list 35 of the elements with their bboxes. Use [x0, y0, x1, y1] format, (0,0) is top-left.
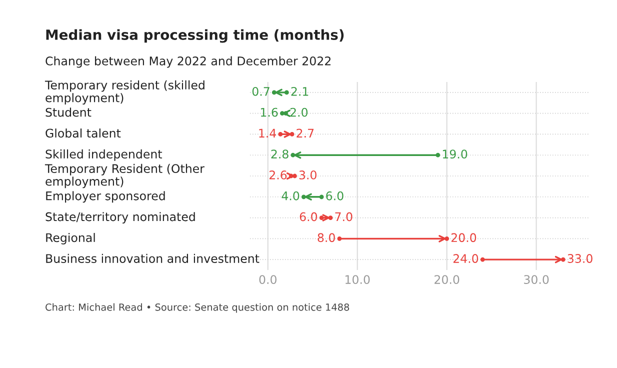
y-tick-label: Temporary resident (skilled employment) [44, 80, 204, 105]
y-tick-label: State/territory nominated [46, 212, 195, 224]
y-tick-label: Employer sponsored [46, 191, 165, 203]
point [280, 111, 284, 116]
y-tick-label: Regional [46, 232, 95, 244]
x-tick-label: 30.0 [524, 275, 549, 284]
text: Chart: Michael Read • Source: Senate question on notice 1488 [46, 303, 350, 313]
data-label: 2.6 [269, 170, 287, 180]
data-label: 2.7 [296, 128, 314, 138]
x-tick-label: 10.0 [346, 275, 370, 284]
y-tick-label: Skilled independent [46, 149, 162, 161]
data-label: 6.0 [300, 212, 318, 222]
data-label: 0.7 [252, 86, 270, 96]
data-label: 2.1 [291, 86, 308, 96]
x-tick-label: 0.0 [259, 275, 276, 284]
data-label: 3.0 [299, 170, 316, 180]
data-label: 6.0 [326, 191, 344, 200]
chart-title: Median visa processing time (months) [46, 29, 344, 43]
data-label: 7.0 [335, 212, 352, 222]
data-label: 2.0 [290, 108, 308, 117]
data-label: 8.0 [318, 233, 335, 242]
data-label: 20.0 [451, 233, 476, 242]
y-tick-label: Student [46, 108, 92, 117]
chart-subtitle: Change between May 2022 and December 2022 [46, 56, 331, 68]
x-tick-label: 20.0 [434, 275, 460, 284]
data-label: 1.6 [260, 108, 278, 117]
data-label: 33.0 [568, 254, 592, 263]
data-label: 2.8 [271, 150, 288, 159]
y-tick-label: Temporary Resident (Other employment) [44, 164, 204, 188]
data-label: 4.0 [282, 191, 300, 200]
data-label: 1.4 [259, 128, 276, 138]
y-tick-label: Business innovation and investment [46, 254, 260, 263]
data-label: 19.0 [442, 150, 468, 159]
data-label: 24.0 [453, 254, 478, 263]
y-tick-label: Global talent [46, 128, 121, 138]
